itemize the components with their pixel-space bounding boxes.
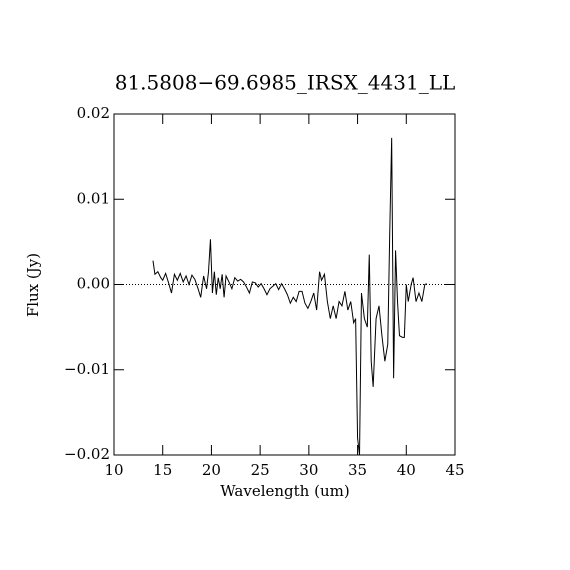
x-tick-label: 25 (251, 461, 270, 479)
x-tick-label: 45 (445, 461, 464, 479)
y-tick-label: 0.02 (77, 104, 110, 122)
y-axis-label: Flux (Jy) (24, 253, 42, 317)
x-tick-label: 20 (202, 461, 221, 479)
x-tick-label: 10 (104, 461, 123, 479)
y-tick-label: 0.00 (77, 275, 110, 293)
y-tick-label: −0.01 (64, 360, 110, 378)
x-tick-label: 40 (397, 461, 416, 479)
x-tick-label: 35 (348, 461, 367, 479)
y-tick-label: 0.01 (77, 189, 110, 207)
spectrum-line (152, 137, 427, 456)
x-tick-label: 15 (153, 461, 172, 479)
y-tick-label: −0.02 (64, 445, 110, 463)
chart-title: 81.5808−69.6985_IRSX_4431_LL (115, 71, 456, 95)
x-tick-label: 30 (299, 461, 318, 479)
x-axis-label: Wavelength (um) (220, 482, 349, 500)
